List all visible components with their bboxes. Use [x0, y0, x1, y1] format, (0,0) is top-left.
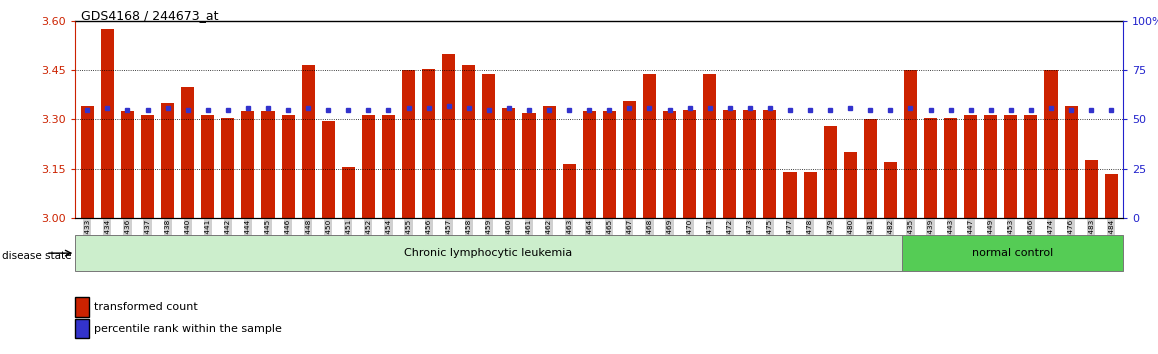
Bar — [763, 110, 777, 218]
Bar — [784, 172, 797, 218]
Text: normal control: normal control — [972, 248, 1053, 258]
Bar — [462, 65, 475, 218]
Bar — [161, 103, 174, 218]
Bar — [361, 115, 375, 218]
Bar — [902, 235, 1123, 271]
Bar — [201, 115, 214, 218]
Bar — [804, 172, 816, 218]
Bar — [382, 115, 395, 218]
Bar — [442, 54, 455, 218]
Bar — [422, 69, 435, 218]
Bar — [724, 110, 736, 218]
Bar — [75, 235, 902, 271]
Bar — [1004, 115, 1018, 218]
Text: percentile rank within the sample: percentile rank within the sample — [94, 324, 281, 333]
Bar — [944, 118, 958, 218]
Bar — [664, 111, 676, 218]
Bar — [904, 70, 917, 218]
Bar — [1025, 115, 1038, 218]
Bar — [643, 74, 655, 218]
Bar — [221, 118, 234, 218]
Bar — [301, 65, 315, 218]
Bar — [543, 107, 556, 218]
Bar — [924, 118, 937, 218]
Bar — [603, 111, 616, 218]
Bar — [563, 164, 576, 218]
Bar — [1045, 70, 1057, 218]
Bar — [823, 126, 837, 218]
Bar — [965, 115, 977, 218]
Bar — [984, 115, 997, 218]
Bar — [683, 110, 696, 218]
Text: disease state: disease state — [2, 251, 72, 261]
Bar — [1064, 107, 1078, 218]
Bar — [241, 111, 255, 218]
Bar — [322, 121, 335, 218]
Bar — [281, 115, 294, 218]
Bar — [864, 120, 877, 218]
Bar — [483, 74, 496, 218]
Bar — [1085, 160, 1098, 218]
Bar — [101, 29, 113, 218]
Bar — [120, 111, 134, 218]
Bar — [743, 110, 756, 218]
Bar — [1105, 173, 1117, 218]
Text: transformed count: transformed count — [94, 302, 198, 312]
Bar — [844, 152, 857, 218]
Text: GDS4168 / 244673_at: GDS4168 / 244673_at — [81, 9, 219, 22]
Bar — [884, 162, 897, 218]
Bar — [141, 115, 154, 218]
Bar — [623, 102, 636, 218]
Bar — [503, 108, 515, 218]
Bar — [342, 167, 354, 218]
Bar — [81, 107, 94, 218]
Bar — [703, 74, 716, 218]
Bar — [402, 70, 415, 218]
Text: Chronic lymphocytic leukemia: Chronic lymphocytic leukemia — [404, 248, 572, 258]
Bar — [522, 113, 535, 218]
Bar — [582, 111, 595, 218]
Bar — [181, 87, 195, 218]
Bar — [262, 111, 274, 218]
